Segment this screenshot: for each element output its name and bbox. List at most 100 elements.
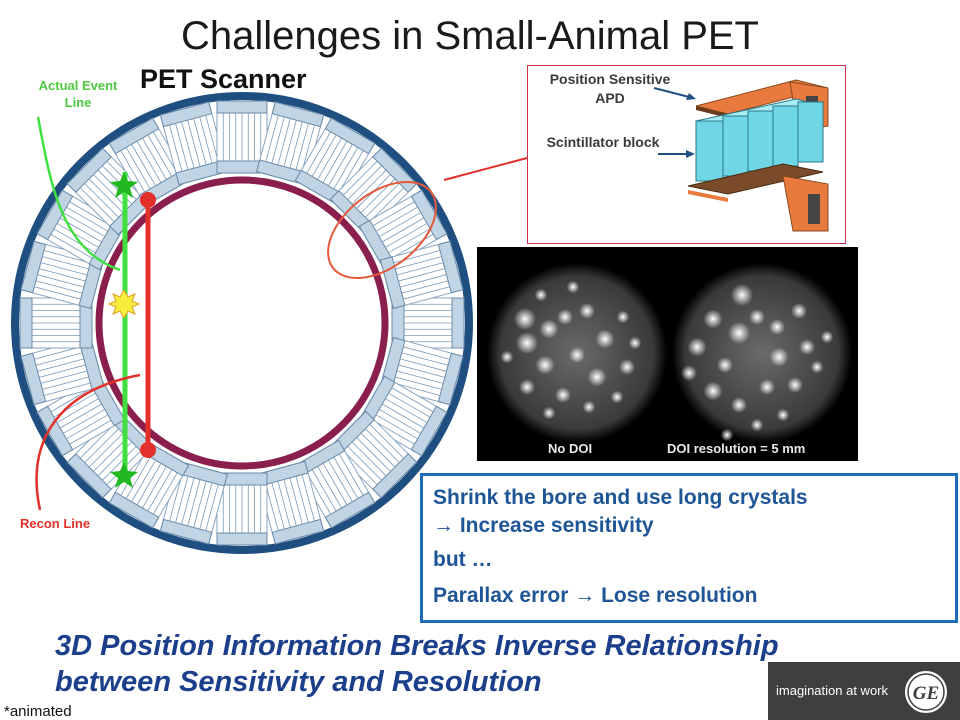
scintillator-block	[695, 98, 824, 182]
recon-endpoint	[140, 442, 156, 458]
doi-spots	[681, 283, 834, 442]
apd-bottom	[687, 163, 824, 195]
activity-spot	[628, 336, 642, 350]
activity-spot	[500, 350, 514, 364]
activity-spot	[730, 283, 754, 307]
burst-icon	[107, 288, 141, 320]
scint-arrowhead	[686, 150, 695, 158]
activity-spot	[787, 377, 803, 393]
detector-inset	[527, 65, 846, 244]
no-doi-label: No DOI	[548, 441, 593, 456]
activity-spot	[542, 406, 556, 420]
detector-module	[108, 117, 190, 207]
detector-modules	[19, 100, 465, 546]
ge-logo-icon: GE	[903, 669, 949, 715]
activity-spot	[616, 310, 630, 324]
activity-spot	[515, 331, 539, 355]
activity-spot	[703, 309, 723, 329]
summary-line: Parallax error → Lose resolution	[433, 584, 758, 607]
activity-spot	[791, 303, 807, 319]
detector-module	[358, 189, 448, 271]
summary-line: Shrink the bore and use long crystals	[433, 486, 808, 509]
recon-line-label: Recon Line	[20, 516, 91, 531]
detector-block-illustration	[653, 79, 829, 232]
recon-label-pointer	[35, 373, 141, 511]
detector-module	[391, 297, 465, 349]
callout-connector	[443, 157, 528, 181]
apd-top-edge	[696, 106, 728, 118]
actual-label-pointer	[36, 116, 121, 272]
activity-spot	[810, 360, 824, 374]
activity-spot	[749, 309, 765, 325]
activity-spot	[717, 357, 733, 373]
detector-module	[159, 101, 228, 186]
activity-spot	[727, 321, 751, 345]
activity-spot	[703, 381, 723, 401]
conclusion-line: between Sensitivity and Resolution	[55, 666, 542, 698]
summary-line: but …	[433, 548, 493, 571]
activity-spot	[582, 400, 596, 414]
activity-spot	[750, 418, 764, 432]
activity-spot	[610, 390, 624, 404]
activity-spot	[595, 329, 615, 349]
summary-line: → Increase sensitivity	[433, 514, 654, 537]
detector-ring	[11, 92, 473, 554]
detector-module	[36, 375, 126, 457]
activity-spot	[579, 303, 595, 319]
doi-label: DOI resolution = 5 mm	[667, 441, 806, 456]
activity-spot	[799, 339, 815, 355]
activity-spot	[566, 280, 580, 294]
ge-logo-text: GE	[913, 683, 939, 704]
conclusion-line: 3D Position Information Breaks Inverse R…	[55, 630, 779, 662]
activity-spot	[555, 387, 571, 403]
recon-endpoint	[140, 192, 156, 208]
activity-spot	[687, 337, 707, 357]
activity-spot	[681, 365, 697, 381]
activity-spot	[720, 428, 734, 442]
bore-circle	[95, 176, 389, 470]
apd-arrowhead	[686, 93, 696, 100]
activity-spot	[534, 288, 548, 302]
actual-event-label: Actual Event Line	[38, 78, 118, 110]
apd-label: Position Sensitive APD	[549, 71, 671, 106]
apd-flex-bottom	[782, 175, 829, 232]
activity-spot	[539, 319, 559, 339]
slide-title: Challenges in Small-Animal PET	[180, 14, 759, 58]
activity-spot	[769, 347, 789, 367]
activity-spot	[820, 330, 834, 344]
activity-spot	[569, 347, 585, 363]
activity-spot	[557, 309, 573, 325]
detector-module	[20, 240, 105, 309]
no-doi-spots	[500, 280, 642, 420]
detector-module	[256, 460, 325, 545]
activity-spot	[535, 355, 555, 375]
detector-module	[329, 410, 418, 499]
summary-textbox: Shrink the bore and use long crystals → …	[420, 473, 958, 623]
star-icon	[110, 462, 138, 488]
activity-spot	[759, 379, 775, 395]
activity-spot	[513, 307, 537, 331]
star-icon	[110, 172, 138, 198]
detector-module	[216, 472, 268, 546]
detector-module	[294, 439, 376, 529]
activity-spot	[776, 408, 790, 422]
pet-images	[487, 263, 852, 443]
activity-spot	[731, 397, 747, 413]
apd-arrow	[653, 87, 694, 99]
callout-ellipse	[327, 180, 437, 280]
apd-connector-bottom	[808, 194, 820, 224]
pet-image-comparison	[477, 247, 858, 461]
activity-spot	[619, 359, 635, 375]
detector-module	[19, 297, 93, 349]
activity-spot	[769, 319, 785, 335]
activity-spot	[519, 379, 535, 395]
scintillator-label: Scintillator block	[546, 134, 660, 150]
footnote: *animated	[4, 703, 72, 720]
apd-bottom-edge	[688, 190, 728, 202]
detector-module	[159, 460, 228, 545]
tagline: imagination at work	[776, 683, 888, 698]
activity-spot	[587, 367, 607, 387]
scanner-label: PET Scanner	[140, 64, 307, 94]
detector-module	[20, 337, 105, 406]
